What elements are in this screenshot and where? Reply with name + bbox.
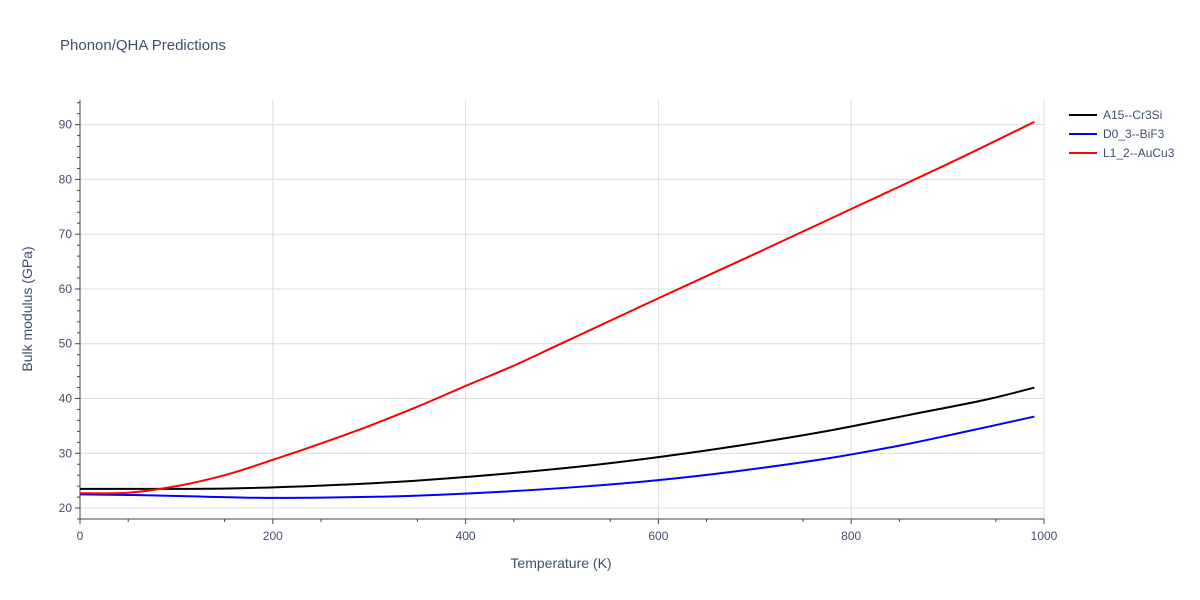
y-tick-label: 80 bbox=[59, 172, 73, 186]
x-tick-label: 200 bbox=[263, 529, 283, 543]
series-line-d0-3-bif3 bbox=[79, 415, 1035, 499]
tick-labels: 0 200 400 600 800 1000 20 30 40 50 60 70 80 90 bbox=[59, 118, 1058, 543]
plot-area bbox=[79, 121, 1035, 499]
y-tick-label: 60 bbox=[59, 282, 73, 296]
y-tick-label: 50 bbox=[59, 337, 73, 351]
y-tick-label: 40 bbox=[59, 392, 73, 406]
y-tick-label: 70 bbox=[59, 227, 73, 241]
x-tick-label: 400 bbox=[456, 529, 476, 543]
x-tick-label: 800 bbox=[841, 529, 861, 543]
legend: A15--Cr3Si D0_3--BiF3 L1_2--AuCu3 bbox=[1069, 108, 1175, 160]
x-tick-label: 0 bbox=[77, 529, 84, 543]
x-tick-label: 1000 bbox=[1031, 529, 1058, 543]
chart-title: Phonon/QHA Predictions bbox=[60, 37, 226, 54]
y-tick-label: 20 bbox=[59, 501, 73, 515]
legend-label-a15-cr3si: A15--Cr3Si bbox=[1103, 108, 1162, 122]
legend-label-l1-2-aucu3: L1_2--AuCu3 bbox=[1103, 146, 1175, 160]
axes bbox=[75, 100, 1045, 524]
y-axis-label: Bulk modulus (GPa) bbox=[19, 246, 35, 371]
x-axis-label: Temperature (K) bbox=[510, 555, 611, 571]
x-tick-label: 600 bbox=[648, 529, 668, 543]
grid-lines bbox=[80, 100, 1045, 519]
series-line-l1-2-aucu3 bbox=[79, 121, 1035, 495]
series-line-a15-cr3si bbox=[79, 386, 1035, 490]
y-tick-label: 30 bbox=[59, 446, 73, 460]
y-tick-label: 90 bbox=[59, 118, 73, 132]
legend-label-d0-3-bif3: D0_3--BiF3 bbox=[1103, 127, 1165, 141]
